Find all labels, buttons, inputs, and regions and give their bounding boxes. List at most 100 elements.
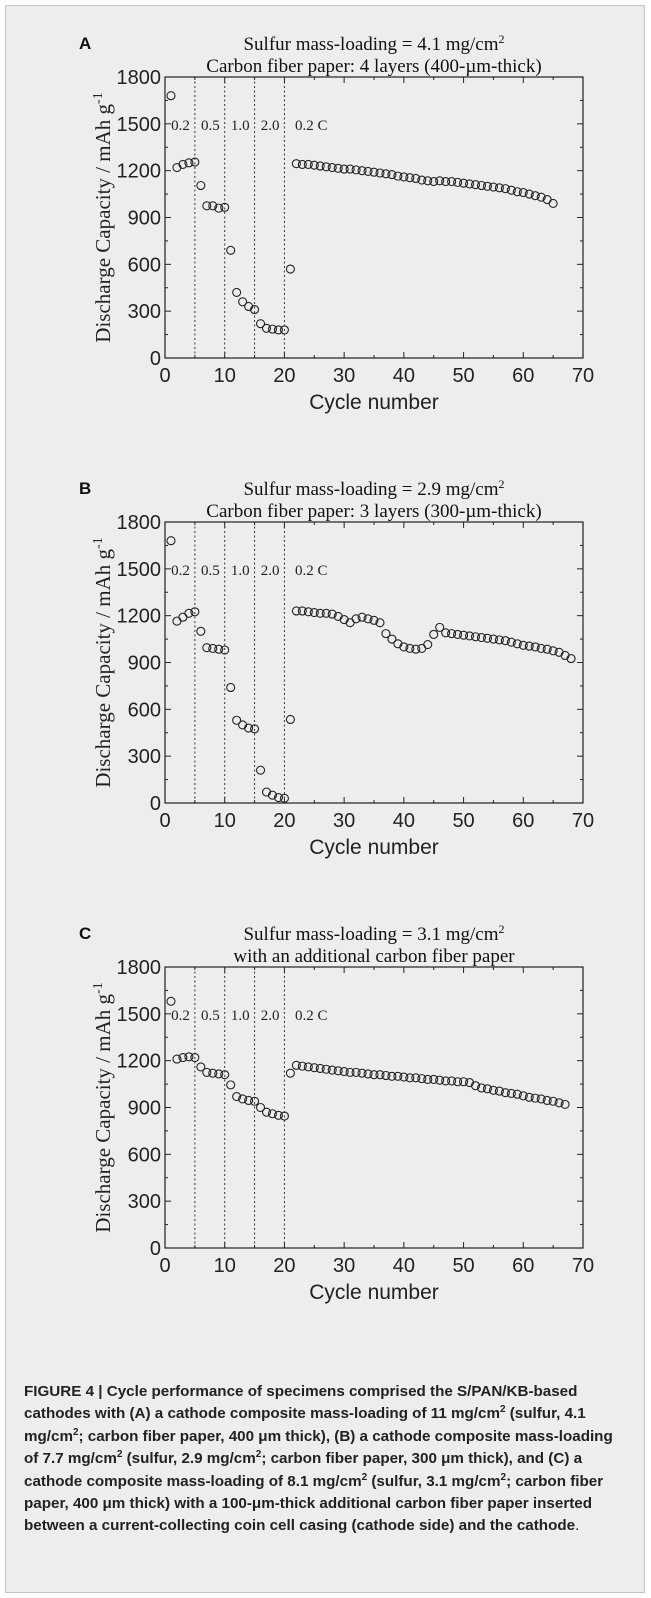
caption-text: (sulfur, 4.1 mg/cm [24, 1405, 586, 1445]
data-point [447, 1076, 457, 1086]
data-point [303, 1062, 313, 1072]
x-tick-label: 50 [452, 1255, 474, 1277]
data-point [214, 203, 224, 213]
data-point [303, 607, 313, 617]
data-point [333, 163, 343, 173]
data-point [178, 159, 188, 169]
data-point [232, 1092, 242, 1102]
data-point [536, 643, 546, 653]
data-point [542, 644, 552, 654]
rate-label: 0.2 C [295, 118, 328, 134]
chart-title: Sulfur mass-loading = 2.9 mg/cm2 [243, 477, 504, 500]
data-point [536, 192, 546, 202]
data-point [190, 1052, 200, 1063]
x-tick-label: 10 [214, 810, 236, 832]
data-point [261, 1107, 272, 1117]
chart-svg: A Sulfur mass-loading = 4.1 mg/cm2Carbon … [79, 32, 594, 414]
rate-label: 0.2 C [295, 563, 328, 579]
caption-superscript: 2 [361, 1471, 368, 1483]
data-point [536, 1094, 546, 1104]
plot-frame [164, 76, 584, 359]
data-point [548, 1096, 558, 1106]
y-tick-label: 300 [128, 746, 161, 768]
rate-label: 2.0 [261, 118, 280, 134]
data-point [548, 646, 558, 656]
data-point [530, 191, 540, 201]
data-point [273, 1110, 284, 1120]
data-point [327, 609, 337, 619]
caption-text: (sulfur, 2.9 mg/cm [122, 1450, 256, 1468]
data-point [220, 202, 230, 212]
data-point [202, 1067, 212, 1077]
data-point [464, 179, 475, 189]
data-point [423, 176, 433, 186]
data-point [196, 626, 206, 636]
data-point [464, 631, 475, 641]
chart-svg: B Sulfur mass-loading = 2.9 mg/cm2Carbon … [79, 477, 594, 859]
data-point [530, 1093, 540, 1103]
caption-superscript: 2 [72, 1426, 79, 1438]
y-tick-label: 300 [128, 301, 161, 323]
data-point [512, 187, 522, 197]
y-tick-label: 1800 [117, 512, 162, 534]
data-point [238, 1094, 248, 1104]
data-point [494, 635, 504, 645]
data-point [482, 633, 493, 643]
x-tick-label: 70 [572, 810, 594, 832]
data-point [470, 180, 481, 190]
data-point [226, 245, 236, 255]
data-point [447, 629, 457, 639]
data-point [423, 1074, 433, 1084]
y-tick-label: 0 [150, 348, 161, 370]
data-point [291, 1060, 301, 1070]
data-point [190, 157, 200, 167]
y-tick-label: 600 [128, 1144, 161, 1166]
y-axis-label: Discharge Capacity / mAh g-1 [91, 537, 115, 787]
y-tick-label: 900 [128, 208, 161, 230]
data-point [214, 644, 224, 654]
y-tick-label: 900 [128, 1098, 161, 1120]
x-tick-label: 10 [214, 365, 236, 387]
data-point [321, 1064, 331, 1074]
data-point [345, 164, 355, 174]
x-tick-label: 40 [393, 365, 415, 387]
data-point [530, 642, 540, 652]
data-point [387, 634, 397, 644]
data-point [244, 1095, 254, 1106]
data-point [488, 634, 498, 644]
data-point [554, 1098, 564, 1108]
x-axis-label: Cycle number [309, 391, 439, 414]
plot-frame [164, 966, 584, 1249]
x-tick-label: 30 [333, 1255, 355, 1277]
data-point [208, 201, 218, 211]
data-point [345, 1067, 355, 1077]
rate-label: 0.5 [201, 563, 220, 579]
data-point [369, 167, 379, 177]
data-point [500, 184, 510, 194]
y-tick-label: 600 [128, 254, 161, 276]
data-point [524, 1092, 534, 1102]
data-point [429, 177, 439, 187]
data-point [351, 1067, 361, 1077]
data-point [459, 1077, 469, 1087]
data-point [470, 1081, 481, 1091]
x-tick-label: 30 [333, 365, 355, 387]
data-point [315, 1063, 325, 1074]
x-tick-label: 70 [572, 365, 594, 387]
data-point [202, 201, 212, 211]
y-axis-label: Discharge Capacity / mAh g-1 [91, 982, 115, 1232]
data-point [441, 628, 451, 638]
caption-superscript: 2 [500, 1471, 507, 1483]
data-point [273, 792, 284, 803]
data-point [500, 1088, 510, 1098]
data-point [387, 170, 397, 180]
caption-superscript: 2 [499, 1404, 506, 1416]
data-point [208, 1068, 218, 1078]
data-point [357, 612, 367, 622]
data-point [566, 654, 576, 664]
data-point [435, 176, 445, 186]
y-tick-label: 600 [128, 699, 161, 721]
data-point [393, 171, 403, 181]
data-point [267, 324, 278, 334]
data-point [369, 615, 379, 625]
